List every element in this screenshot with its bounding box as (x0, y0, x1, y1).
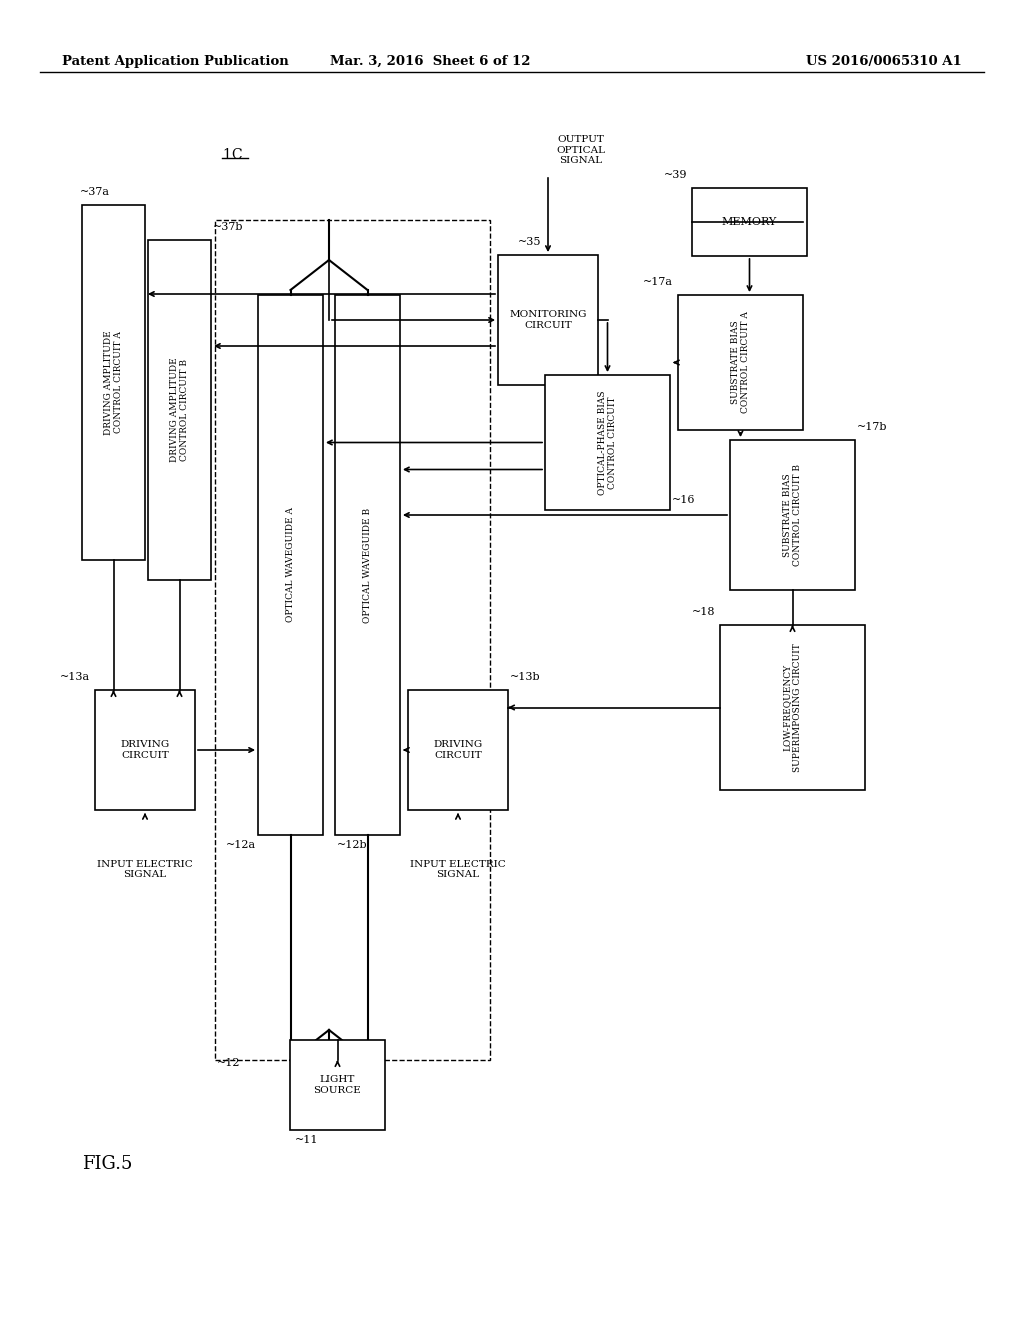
Text: ~12a: ~12a (226, 840, 256, 850)
Text: US 2016/0065310 A1: US 2016/0065310 A1 (806, 55, 962, 69)
Text: LIGHT
SOURCE: LIGHT SOURCE (313, 1076, 361, 1094)
Bar (148, 240, 211, 579)
Text: OUTPUT
OPTICAL
SIGNAL: OUTPUT OPTICAL SIGNAL (556, 135, 605, 165)
Text: ~17b: ~17b (857, 422, 888, 432)
Text: ~39: ~39 (664, 170, 687, 180)
Text: MONITORING
CIRCUIT: MONITORING CIRCUIT (509, 310, 587, 330)
Text: Patent Application Publication: Patent Application Publication (62, 55, 289, 69)
Text: OPTICAL-PHASE BIAS
CONTROL CIRCUIT: OPTICAL-PHASE BIAS CONTROL CIRCUIT (598, 391, 617, 495)
Text: DRIVING
CIRCUIT: DRIVING CIRCUIT (121, 741, 170, 760)
Text: ~18: ~18 (691, 607, 715, 616)
Text: MEMORY: MEMORY (722, 216, 777, 227)
Bar (730, 440, 855, 590)
Text: ~17a: ~17a (643, 277, 673, 286)
Text: ~13a: ~13a (59, 672, 90, 682)
Text: FIG.5: FIG.5 (82, 1155, 132, 1173)
Bar (408, 690, 508, 810)
Text: 1: 1 (222, 148, 230, 162)
Bar (692, 187, 807, 256)
Text: INPUT ELECTRIC
SIGNAL: INPUT ELECTRIC SIGNAL (411, 861, 506, 879)
Text: SUBSTRATE BIAS
CONTROL CIRCUIT B: SUBSTRATE BIAS CONTROL CIRCUIT B (782, 465, 802, 566)
Bar (335, 294, 400, 836)
Bar (498, 255, 598, 385)
Text: OPTICAL WAVEGUIDE B: OPTICAL WAVEGUIDE B (362, 507, 372, 623)
Text: ~11: ~11 (295, 1135, 318, 1144)
Text: Mar. 3, 2016  Sheet 6 of 12: Mar. 3, 2016 Sheet 6 of 12 (330, 55, 530, 69)
Text: C: C (231, 148, 242, 162)
Text: ~37a: ~37a (80, 187, 110, 197)
Text: ~35: ~35 (518, 238, 542, 247)
Text: ~12: ~12 (217, 1059, 241, 1068)
Text: SUBSTRATE BIAS
CONTROL CIRCUIT A: SUBSTRATE BIAS CONTROL CIRCUIT A (731, 312, 751, 413)
Text: DRIVING AMPLITUDE
CONTROL CIRCUIT A: DRIVING AMPLITUDE CONTROL CIRCUIT A (103, 330, 123, 434)
Bar (545, 375, 670, 510)
Bar (215, 220, 490, 1060)
Bar (720, 624, 865, 789)
Bar (678, 294, 803, 430)
Bar (258, 294, 323, 836)
Text: INPUT ELECTRIC
SIGNAL: INPUT ELECTRIC SIGNAL (97, 861, 193, 879)
Text: DRIVING
CIRCUIT: DRIVING CIRCUIT (433, 741, 482, 760)
Text: LOW-FREQUENCY
SUPERIMPOSING CIRCUIT: LOW-FREQUENCY SUPERIMPOSING CIRCUIT (782, 643, 802, 772)
Bar (290, 1040, 385, 1130)
Text: OPTICAL WAVEGUIDE A: OPTICAL WAVEGUIDE A (286, 507, 295, 623)
Text: ~13b: ~13b (510, 672, 541, 682)
Text: ~12b: ~12b (337, 840, 368, 850)
Bar (95, 690, 195, 810)
Text: ~16: ~16 (672, 495, 695, 506)
Text: DRIVING AMPLITUDE
CONTROL CIRCUIT B: DRIVING AMPLITUDE CONTROL CIRCUIT B (170, 358, 189, 462)
Text: ~37b: ~37b (213, 222, 244, 232)
Bar (82, 205, 145, 560)
